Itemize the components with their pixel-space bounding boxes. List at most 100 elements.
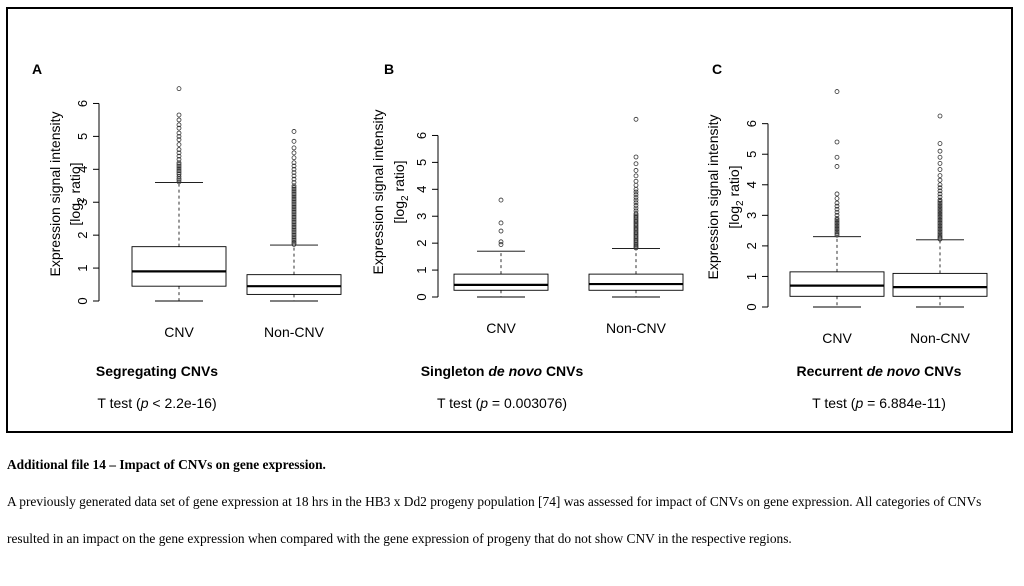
y-axis-label-subscript: 2 [735,200,746,206]
y-tick-label: 0 [75,297,90,304]
y-axis-label-pre: [log [726,206,742,229]
t-test-text: T test (p = 0.003076) [437,395,567,411]
t-test-stat: p [855,395,864,411]
outlier-point [291,188,297,194]
panel-title-pre: Singleton [420,363,489,379]
y-tick-label: 0 [744,303,759,310]
outlier-point [633,154,639,160]
outlier-point [176,112,182,118]
outlier-point [937,194,943,200]
y-axis-label-post: ratio] [67,162,83,197]
y-tick-label: 4 [75,166,90,173]
outlier-point [291,155,297,161]
outlier-point [633,200,639,206]
outlier-point [937,202,943,208]
outlier-point [937,223,943,229]
outlier-point [937,167,943,172]
y-tick-label: 5 [414,159,429,166]
t-test-stat: p [480,395,489,411]
t-test-text: T test (p = 6.884e-11) [812,395,946,411]
y-tick-label: 1 [744,273,759,280]
y-axis-label-line1: Expression signal intensity [47,112,63,277]
outlier-point [834,89,840,94]
x-category-label: Non-CNV [264,324,325,340]
outlier-point [834,215,840,221]
outlier-point [291,189,297,195]
outlier-point [937,199,943,204]
y-axis-label-post: ratio] [391,160,407,195]
outlier-point [937,191,943,197]
outlier-point [633,168,639,173]
outlier-point [498,220,504,226]
outlier-point [176,150,182,156]
outlier-point [834,203,840,209]
t-test-text: T test (p < 2.2e-16) [97,395,216,411]
t-test-stat: p [140,395,149,411]
boxplot-b: 0 1 2 3 4 5 6 Expression signal intensity [log2 … [370,110,684,336]
outlier-point [834,164,840,169]
box-non-cnv [246,129,342,302]
outlier-point [937,209,943,215]
y-axis-label-line2: [log2 ratio] [391,160,411,223]
x-category-label: Non-CNV [910,330,971,346]
outlier-point [291,217,297,223]
outlier-point [291,196,297,202]
outlier-point [291,208,297,213]
outlier-point [937,206,943,212]
outlier-point [176,165,182,171]
figure-frame: A 0 1 2 3 4 5 6 Expression signal intensity [log… [6,7,1013,433]
outlier-point [937,182,943,188]
box-non-cnv [892,113,988,308]
y-tick-label: 0 [414,293,429,300]
t-test-rest: = 0.003076) [488,395,568,411]
outlier-point [291,214,297,220]
outlier-point [498,242,504,247]
outlier-point [834,226,840,232]
box-non-cnv [588,116,684,298]
iqr-box [453,273,549,291]
outlier-point [291,219,297,225]
outlier-point [834,206,840,212]
y-axis-label-line2: [log2 ratio] [726,165,746,228]
outlier-point [291,203,297,208]
y-axis-label-line2: [log2 ratio] [67,162,87,225]
iqr-box [588,273,684,291]
outlier-point [937,200,943,206]
outlier-point [937,160,943,166]
iqr-box [892,272,988,297]
y-tick-label: 3 [75,199,90,206]
outlier-point [937,228,943,234]
box-cnv [131,86,227,302]
outlier-point [937,212,943,218]
panel-b: B 0 1 2 3 4 5 6 Expression signal intensity [log… [348,17,684,427]
y-tick-label: 5 [75,133,90,140]
outlier-point [291,145,297,151]
y-axis-label-post: ratio] [726,165,742,200]
outlier-point [291,160,297,166]
box-cnv [453,197,549,298]
outlier-point [291,206,297,212]
outlier-point [176,179,182,185]
t-test-rest: < 2.2e-16) [148,395,217,411]
panel-title-text: Segregating CNVs [95,363,219,379]
outlier-point [291,204,297,210]
outlier-point [176,153,182,159]
y-tick-label: 1 [75,264,90,271]
outlier-point [937,197,943,203]
outlier-point [291,194,297,200]
outlier-point [291,232,297,238]
y-tick-label: 1 [414,266,429,273]
outlier-point [291,211,297,217]
outlier-point [937,220,943,226]
outlier-point [291,180,297,185]
outlier-point [633,208,639,214]
outlier-point [937,188,943,194]
t-test-prefix: T test ( [812,395,856,411]
outlier-point [633,192,639,198]
y-axis-label-pre: [log [67,203,83,226]
x-category-label: CNV [822,330,852,346]
y-tick-label: 3 [744,212,759,219]
outlier-point [937,173,943,179]
boxplot-c: 0 1 2 3 4 5 6 Expression signal intensity [log2 … [705,89,988,346]
outlier-point [633,211,639,216]
